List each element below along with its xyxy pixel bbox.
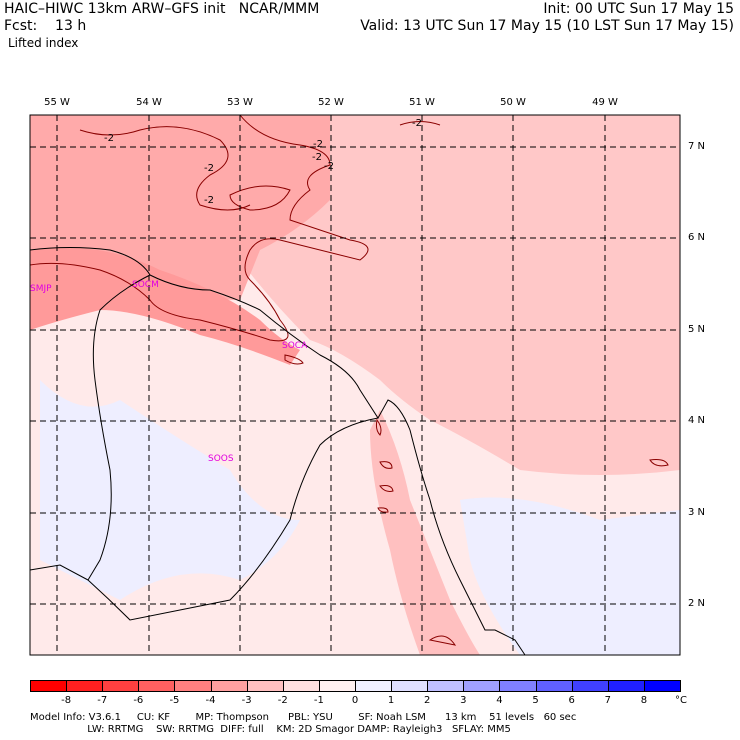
contour-label: -2 <box>312 152 322 163</box>
field-name: Lifted index <box>8 36 79 50</box>
colorbar-segment <box>66 680 104 692</box>
lon-label: 49 W <box>592 97 618 108</box>
lat-label: 6 N <box>688 232 706 243</box>
contour-label: -2 <box>324 161 334 172</box>
colorbar-unit: °C <box>675 695 687 706</box>
colorbar-segment <box>355 680 393 692</box>
station-label: SMJP <box>30 284 52 294</box>
colorbar-segment <box>138 680 176 692</box>
lon-label: 51 W <box>409 97 435 108</box>
colorbar-tick-label: 8 <box>640 695 648 706</box>
country-border-west <box>29 564 89 581</box>
colorbar-tick-label: 7 <box>604 695 611 706</box>
lon-label: 50 W <box>500 97 526 108</box>
colorbar-tick-label: -4 <box>205 695 216 706</box>
contour-lines <box>29 114 669 646</box>
colorbar-tick-label: 2 <box>424 695 431 706</box>
lon-label: 55 W <box>44 97 70 108</box>
colorbar-tick-label: 4 <box>496 695 503 706</box>
country-border <box>87 274 379 621</box>
colorbar-tick-label: 3 <box>460 695 467 706</box>
lon-label: 54 W <box>136 97 162 108</box>
valid-time: Valid: 13 UTC Sun 17 May 15 (10 LST Sun … <box>360 18 734 34</box>
colorbar-tick-label: -5 <box>169 695 180 706</box>
colorbar-segment <box>571 680 609 692</box>
lat-label: 7 N <box>688 141 706 152</box>
unstable-region-ocean <box>240 115 680 475</box>
colorbar-segment <box>643 680 681 692</box>
colorbar-segment <box>210 680 248 692</box>
coastline <box>29 247 526 656</box>
contour-label: -2 <box>313 139 323 150</box>
colorbar-segment <box>102 680 140 692</box>
contour-label: -2 <box>104 133 114 144</box>
colorbar-tick-label: 5 <box>532 695 539 706</box>
unstable-region-plume <box>370 410 480 655</box>
colorbar-segment <box>391 680 429 692</box>
stable-region-east <box>460 497 680 655</box>
colorbar-tick-label: -2 <box>277 695 288 706</box>
colorbar-segment <box>30 680 68 692</box>
colorbar-segment <box>246 680 284 692</box>
colorbar-segment <box>463 680 501 692</box>
lon-label: 53 W <box>227 97 253 108</box>
colorbar-tick-label: 1 <box>387 695 395 706</box>
lat-label: 5 N <box>688 324 706 335</box>
unstable-region-coast <box>30 247 300 365</box>
forecast-hour: Fcst: 13 h <box>4 18 87 34</box>
contour-label: -2 <box>204 195 214 206</box>
contour-label: -2 <box>204 163 214 174</box>
colorbar-tick-label: -1 <box>313 695 324 706</box>
station-label: SOCM <box>132 280 159 290</box>
lon-label: 52 W <box>318 97 344 108</box>
lat-lon-grid <box>30 115 680 655</box>
colorbar-tick-label: -3 <box>241 695 252 706</box>
colorbar-segment <box>318 680 356 692</box>
lat-label: 4 N <box>688 415 706 426</box>
init-time: Init: 00 UTC Sun 17 May 15 <box>543 1 734 17</box>
lat-label: 3 N <box>688 507 706 518</box>
contour-label: -2 <box>412 118 422 129</box>
model-info-line2: LW: RRTMG SW: RRTMG DIFF: full KM: 2D Sm… <box>30 724 511 735</box>
colorbar-tick-label: 6 <box>568 695 575 706</box>
colorbar-tick-label: 0 <box>351 695 359 706</box>
colorbar-segment <box>427 680 465 692</box>
colorbar-segment <box>499 680 537 692</box>
colorbar-tick-label: -6 <box>133 695 144 706</box>
colorbar-segment <box>174 680 212 692</box>
colorbar-segment <box>607 680 645 692</box>
lat-label: 2 N <box>688 598 706 609</box>
model-title: HAIC–HIWC 13km ARW–GFS init NCAR/MMM <box>4 1 320 17</box>
model-info-line1: Model Info: V3.6.1 CU: KF MP: Thompson P… <box>30 712 577 723</box>
colorbar-segment <box>282 680 320 692</box>
station-label: SOCA <box>282 341 308 351</box>
colorbar-tick-label: -8 <box>61 695 72 706</box>
colorbar-segment <box>535 680 573 692</box>
colorbar-tick-label: -7 <box>97 695 108 706</box>
map-frame <box>29 114 681 656</box>
station-label: SOOS <box>208 454 234 464</box>
